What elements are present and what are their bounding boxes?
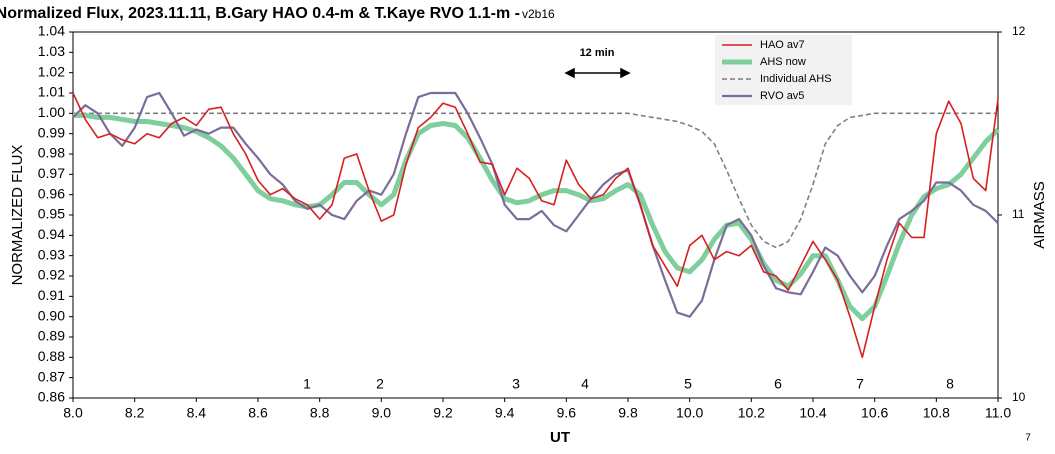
- y-tick-label: 0.95: [38, 206, 65, 222]
- x-tick-label: 10.4: [799, 405, 826, 421]
- y-tick-label: 0.86: [38, 389, 65, 405]
- chart-title: J0328-1219, Normalized Flux, 2023.11.11,…: [0, 5, 520, 22]
- event-label-bg: [277, 374, 337, 394]
- x-tick-label: 9.6: [557, 405, 577, 421]
- x-axis-label: UT: [550, 429, 570, 446]
- legend-label: RVO av5: [760, 90, 804, 102]
- y-tick-label: 0.91: [38, 287, 65, 303]
- event-label-bg: [748, 374, 808, 394]
- series-line: [73, 112, 998, 249]
- event-label: 2: [376, 376, 384, 392]
- x-tick-label: 10.2: [738, 405, 765, 421]
- event-label: 8: [946, 376, 954, 392]
- y-tick-label: 1.03: [38, 43, 65, 59]
- event-label: 6: [774, 376, 782, 392]
- legend-label: HAO av7: [760, 39, 805, 51]
- series-line: [72, 92, 999, 359]
- event-label-bg: [920, 374, 980, 394]
- y-tick-label: 0.87: [38, 368, 65, 384]
- y-tick-label: 1.04: [38, 23, 65, 39]
- page-number: 7: [1025, 433, 1031, 444]
- annotation: 12 min: [580, 47, 615, 59]
- x-tick-label: 9.0: [372, 405, 392, 421]
- event-label-bg: [830, 374, 890, 394]
- arrow-head: [620, 67, 631, 79]
- y-axis-label: NORMALIZED FLUX: [9, 145, 26, 286]
- y2-tick-label: 11: [1012, 207, 1025, 221]
- legend-label: Individual AHS: [760, 73, 832, 85]
- legend: HAO av7 AHS now Individual AHS RVO av5: [715, 35, 852, 105]
- x-tick-label: 10.0: [676, 405, 703, 421]
- y-tick-label: 0.94: [38, 226, 65, 242]
- arrow-head: [564, 67, 575, 79]
- series-line: [73, 112, 1000, 322]
- y2-axis-label: AIRMASS: [1031, 181, 1048, 249]
- x-tick-label: 8.6: [248, 405, 268, 421]
- y-tick-label: 0.98: [38, 145, 65, 161]
- x-tick-label: 8.2: [125, 405, 145, 421]
- y-tick-label: 1.00: [38, 104, 65, 120]
- y2-tick-label: 12: [1012, 24, 1026, 38]
- y-tick-label: 0.96: [38, 185, 65, 201]
- y-tick-label: 0.88: [38, 348, 65, 364]
- x-tick-label: 8.0: [63, 405, 83, 421]
- x-tick-label: 9.8: [618, 405, 638, 421]
- legend-box: [715, 35, 852, 105]
- series-line: [72, 91, 999, 318]
- x-tick-label: 10.8: [923, 405, 950, 421]
- event-label: 7: [856, 376, 864, 392]
- y-tick-label: 0.99: [38, 124, 65, 140]
- event-label: 5: [684, 376, 692, 392]
- event-label-bg: [350, 374, 410, 394]
- annotation-arrow: [564, 67, 631, 79]
- x-tick-label: 9.4: [495, 405, 515, 421]
- legend-label: AHS now: [760, 56, 806, 68]
- event-label-bg: [555, 374, 615, 394]
- chart-subtitle: v2b16: [522, 7, 555, 21]
- x-tick-label: 10.6: [861, 405, 888, 421]
- y-tick-label: 0.92: [38, 267, 65, 283]
- x-tick-label: 11.0: [985, 405, 1011, 421]
- event-label: 3: [512, 376, 520, 392]
- event-label-bg: [658, 374, 718, 394]
- x-tick-label: 8.8: [310, 405, 330, 421]
- event-label: 1: [303, 376, 311, 392]
- y-tick-label: 1.01: [38, 84, 65, 100]
- x-tick-label: 9.2: [433, 405, 453, 421]
- x-tick-label: 8.4: [187, 405, 207, 421]
- y-tick-label: 0.93: [38, 246, 65, 262]
- y-tick-label: 1.02: [38, 63, 65, 79]
- y2-tick-label: 10: [1012, 390, 1026, 404]
- event-label-bg: [486, 374, 546, 394]
- y-tick-label: 0.89: [38, 328, 65, 344]
- event-label: 4: [581, 376, 589, 392]
- y-tick-label: 0.90: [38, 307, 65, 323]
- y-tick-label: 0.97: [38, 165, 65, 181]
